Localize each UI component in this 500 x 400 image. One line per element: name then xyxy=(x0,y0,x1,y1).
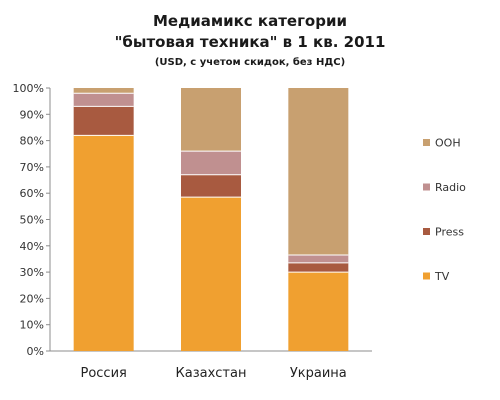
legend-swatch-ooh xyxy=(423,139,430,146)
y-tick-label: 40% xyxy=(20,240,44,253)
y-tick-label: 0% xyxy=(27,345,44,358)
legend-swatch-radio xyxy=(423,183,430,191)
legend-label-tv: TV xyxy=(434,270,450,283)
category-labels: Россия Казахстан Украина xyxy=(80,366,346,381)
bars-layer xyxy=(73,88,349,351)
y-tick-label: 80% xyxy=(20,135,44,148)
y-tick-label: 50% xyxy=(20,214,44,227)
y-tick-label: 90% xyxy=(20,108,44,121)
bar-segment-tv-3 xyxy=(288,272,349,351)
chart-title-line-2: "бытовая техника" в 1 кв. 2011 xyxy=(115,33,386,51)
y-tick-label: 10% xyxy=(20,319,44,332)
bar-segment-radio-1 xyxy=(73,93,134,107)
bar-segment-radio-3 xyxy=(288,255,349,263)
bar-segment-tv-1 xyxy=(73,135,134,351)
y-tick-label: 100% xyxy=(13,82,44,95)
x-category-label: Украина xyxy=(290,366,347,381)
bar-segment-ooh-3 xyxy=(288,88,349,256)
y-tick-label: 20% xyxy=(20,292,44,305)
axis-layer: 0% 10% 20% 30% 40% 50% 60% 70% 80% 90% 100% xyxy=(13,82,372,358)
bar-segment-press-3 xyxy=(288,262,349,273)
legend-label-ooh: OOH xyxy=(435,137,461,150)
chart-title-line-1: Медиамикс категории xyxy=(153,12,347,30)
x-category-label: Россия xyxy=(80,366,126,381)
legend-label-radio: Radio xyxy=(435,181,466,194)
chart-subtitle: (USD, с учетом скидок, без НДС) xyxy=(155,56,345,68)
bar-segment-radio-2 xyxy=(181,151,241,175)
bar-segment-tv-2 xyxy=(181,197,241,351)
bar-segment-press-2 xyxy=(181,174,241,198)
bar-segment-press-1 xyxy=(73,106,134,136)
legend-swatch-tv xyxy=(423,272,430,280)
bar-segment-ooh-1 xyxy=(73,88,134,94)
y-tick-label: 30% xyxy=(20,266,44,279)
legend: OOH Radio Press TV xyxy=(423,137,466,283)
y-tick-label: 60% xyxy=(20,187,44,200)
legend-label-press: Press xyxy=(435,226,464,239)
x-category-label: Казахстан xyxy=(176,366,247,381)
y-tick-label: 70% xyxy=(20,161,44,174)
bar-segment-ooh-2 xyxy=(181,88,241,152)
legend-swatch-press xyxy=(423,228,430,235)
